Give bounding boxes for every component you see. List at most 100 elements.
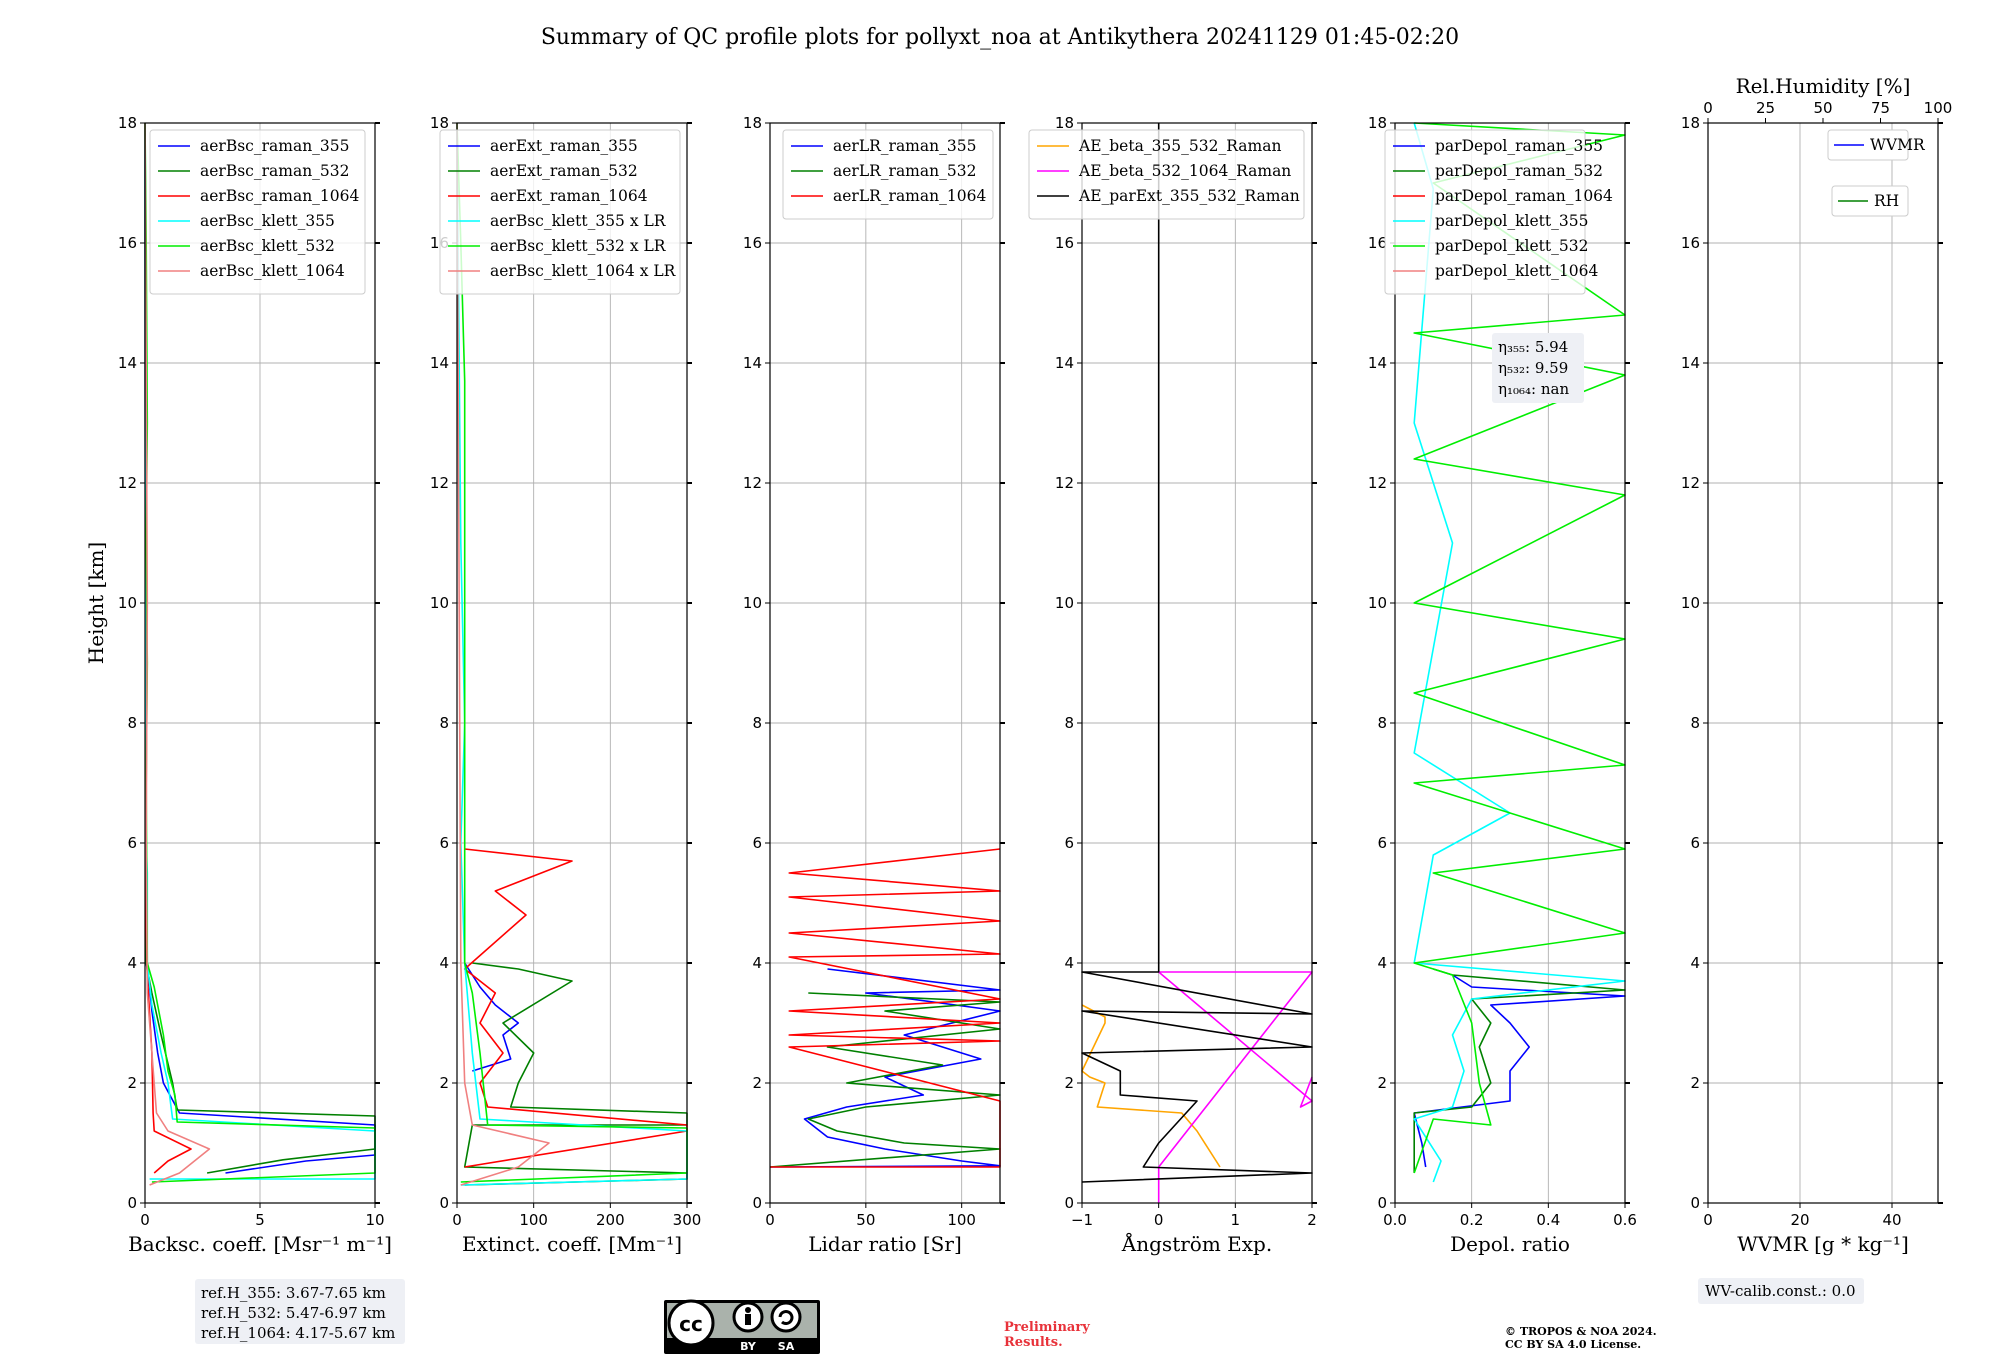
xtick-label-wv-2: 40 xyxy=(1882,1211,1901,1229)
ytick-label-lr-8: 16 xyxy=(743,234,762,252)
xtick-label-depol-0: 0.0 xyxy=(1383,1211,1407,1229)
ytick-label-ext-3: 6 xyxy=(439,834,449,852)
preliminary-line-1: Preliminary xyxy=(1004,1320,1090,1335)
series-depol-1 xyxy=(1413,968,1626,1173)
ytick-label-wv-7: 14 xyxy=(1681,354,1700,372)
legend-box-wv-0 xyxy=(1827,129,1909,161)
legend-label-ext-5: aerBsc_klett_1064 x LR xyxy=(490,262,677,280)
legend-bsc: aerBsc_raman_355 aerBsc_raman_532 aerBsc_r… xyxy=(149,129,366,295)
legend-label-ext-2: aerExt_raman_1064 xyxy=(490,187,648,205)
legend-label-depol-4: parDepol_klett_532 xyxy=(1435,237,1588,255)
legend-label-depol-1: parDepol_raman_532 xyxy=(1435,162,1603,180)
wv-calib-text: WV-calib.const.: 0.0 xyxy=(1705,1282,1856,1300)
ytick-label-ae-0: 0 xyxy=(1064,1194,1074,1212)
x-axis-label-ext: Extinct. coeff. [Mm⁻¹] xyxy=(462,1232,682,1256)
ytick-label-lr-7: 14 xyxy=(743,354,762,372)
ytick-label-ext-6: 12 xyxy=(430,474,449,492)
ytick-label-lr-5: 10 xyxy=(743,594,762,612)
copyright-line-1: © TROPOS & NOA 2024. xyxy=(1505,1325,1657,1338)
xtick-label-bsc-1: 5 xyxy=(255,1211,265,1229)
ytick-label-depol-9: 18 xyxy=(1368,114,1387,132)
panel-lr: 0 2 4 6 8 10 12 14 16 18 0 50 100 Lidar ratio [Sr] aer… xyxy=(743,114,1005,1256)
legend-label-ae-2: AE_parExt_355_532_Raman xyxy=(1078,187,1300,205)
legend-box-ae xyxy=(1028,129,1305,220)
ytick-label-bsc-1: 2 xyxy=(127,1074,137,1092)
series-ext-1 xyxy=(463,962,688,1186)
x-axis-label-lr: Lidar ratio [Sr] xyxy=(808,1232,962,1256)
cc-icon xyxy=(667,1299,715,1347)
legend-label-depol-3: parDepol_klett_355 xyxy=(1435,212,1588,230)
ytick-label-ext-5: 10 xyxy=(430,594,449,612)
ytick-label-ae-5: 10 xyxy=(1055,594,1074,612)
ytick-label-wv-1: 2 xyxy=(1690,1074,1700,1092)
axes-frame-ext xyxy=(456,122,688,1204)
ref-height-box: ref.H_355: 3.67-7.65 km ref.H_532: 5.47-… xyxy=(195,1279,405,1344)
xtick-label-depol-3: 0.6 xyxy=(1613,1211,1637,1229)
legend-label-bsc-3: aerBsc_klett_355 xyxy=(200,212,335,230)
xtick-label-depol-1: 0.2 xyxy=(1460,1211,1484,1229)
x-axis-label-ae: Ångström Exp. xyxy=(1121,1231,1272,1256)
ytick-label-lr-4: 8 xyxy=(752,714,762,732)
legend-ae: AE_beta_355_532_Raman AE_beta_532_1064_Ra… xyxy=(1028,129,1305,220)
ytick-label-ext-7: 14 xyxy=(430,354,449,372)
legend-depol: parDepol_raman_355 parDepol_raman_532 parD… xyxy=(1384,129,1613,295)
ytick-label-ae-7: 14 xyxy=(1055,354,1074,372)
ytick-label-ae-3: 6 xyxy=(1064,834,1074,852)
xtick-label-depol-2: 0.4 xyxy=(1536,1211,1560,1229)
legend-label-lr-1: aerLR_raman_532 xyxy=(833,162,976,180)
ref-height-355: ref.H_355: 3.67-7.65 km xyxy=(201,1284,386,1302)
legend-box-lr xyxy=(782,129,994,220)
legend-label-ext-4: aerBsc_klett_532 x LR xyxy=(490,237,667,255)
legend-label-ae-0: AE_beta_355_532_Raman xyxy=(1078,137,1281,155)
ytick-label-ae-8: 16 xyxy=(1055,234,1074,252)
preliminary-line-2: Results. xyxy=(1004,1335,1063,1350)
xtick-label-wv-1: 20 xyxy=(1790,1211,1809,1229)
ytick-label-wv-4: 8 xyxy=(1690,714,1700,732)
cc-by-label: BY xyxy=(740,1340,757,1353)
cc-license-badge: cc BY SA xyxy=(664,1299,820,1354)
xtick-label-bsc-2: 10 xyxy=(365,1211,384,1229)
x-axis-label-depol: Depol. ratio xyxy=(1450,1232,1570,1256)
ytick-label-wv-3: 6 xyxy=(1690,834,1700,852)
ytick-label-bsc-7: 14 xyxy=(118,354,137,372)
ref-height-1064: ref.H_1064: 4.17-5.67 km xyxy=(201,1324,395,1342)
ytick-label-wv-8: 16 xyxy=(1681,234,1700,252)
legend-label-ext-1: aerExt_raman_532 xyxy=(490,162,638,180)
x-axis-label-bsc: Backsc. coeff. [Msr⁻¹ m⁻¹] xyxy=(128,1232,392,1256)
axes-frame-lr xyxy=(769,122,1001,1204)
ytick-label-ae-4: 8 xyxy=(1064,714,1074,732)
ytick-label-lr-2: 4 xyxy=(752,954,762,972)
legend-label-ext-3: aerBsc_klett_355 x LR xyxy=(490,212,667,230)
xtick-label-lr-1: 50 xyxy=(856,1211,875,1229)
top-xtick-label-3: 75 xyxy=(1871,99,1890,117)
ytick-label-depol-0: 0 xyxy=(1377,1194,1387,1212)
ytick-label-ext-2: 4 xyxy=(439,954,449,972)
panels: 0 2 4 6 8 10 12 14 16 18 0 5 10 Backsc. coeff. [Msr⁻¹… xyxy=(118,74,1952,1256)
ytick-label-ext-4: 8 xyxy=(439,714,449,732)
xtick-label-ae-1: 0 xyxy=(1154,1211,1164,1229)
eta-355: η₃₅₅: 5.94 xyxy=(1498,338,1568,356)
series-lr-0 xyxy=(769,968,1001,1168)
xtick-label-ae-3: 2 xyxy=(1307,1211,1317,1229)
eta-532: η₅₃₂: 9.59 xyxy=(1498,359,1568,377)
legend-ext: aerExt_raman_355 aerExt_raman_532 aerExt_r… xyxy=(439,129,681,295)
ytick-label-ae-1: 2 xyxy=(1064,1074,1074,1092)
ytick-label-lr-9: 18 xyxy=(743,114,762,132)
legend-label-ext-0: aerExt_raman_355 xyxy=(490,137,638,155)
svg-text:cc: cc xyxy=(679,1312,703,1336)
legend-label-depol-5: parDepol_klett_1064 xyxy=(1435,262,1598,280)
ytick-label-bsc-5: 10 xyxy=(118,594,137,612)
legend-label-bsc-4: aerBsc_klett_532 xyxy=(200,237,335,255)
series-bsc-5 xyxy=(144,122,211,1186)
panel-bsc: 0 2 4 6 8 10 12 14 16 18 0 5 10 Backsc. coeff. [Msr⁻¹… xyxy=(118,114,392,1256)
wv-calib-box: WV-calib.const.: 0.0 xyxy=(1698,1278,1864,1304)
top-xtick-label-1: 25 xyxy=(1756,99,1775,117)
ytick-label-depol-8: 16 xyxy=(1368,234,1387,252)
ytick-label-depol-2: 4 xyxy=(1377,954,1387,972)
xtick-label-ext-1: 100 xyxy=(519,1211,548,1229)
axes-frame-wv xyxy=(1707,122,1939,1204)
ytick-label-ext-9: 18 xyxy=(430,114,449,132)
